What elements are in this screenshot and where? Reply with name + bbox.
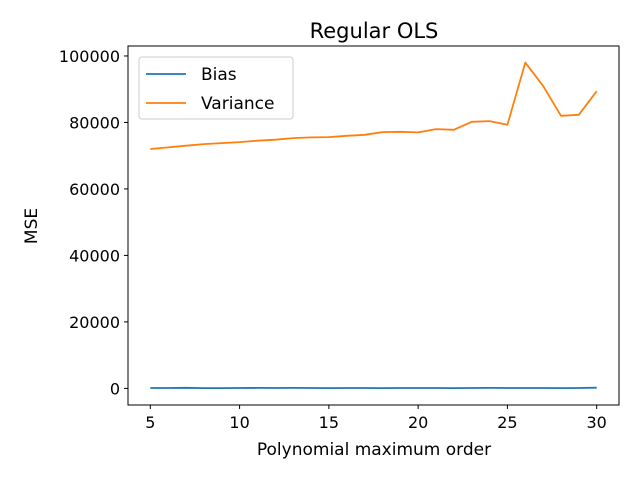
- y-axis: 0 20000 40000 60000 80000 100000: [59, 47, 128, 398]
- y-tick-label: 0: [110, 379, 120, 398]
- y-tick-label: 80000: [69, 113, 120, 132]
- x-tick-label: 5: [145, 413, 155, 432]
- x-tick-label: 15: [319, 413, 339, 432]
- x-tick-label: 25: [497, 413, 517, 432]
- chart-title: Regular OLS: [310, 19, 439, 43]
- series-layer: [150, 61, 598, 390]
- x-tick-label: 20: [408, 413, 428, 432]
- y-tick-label: 20000: [69, 313, 120, 332]
- x-tick-label: 30: [587, 413, 607, 432]
- legend-entries: Bias Variance: [146, 65, 274, 114]
- x-tick-label: 10: [229, 413, 249, 432]
- legend-label-variance: Variance: [201, 94, 274, 114]
- y-tick-label: 60000: [69, 180, 120, 199]
- x-axis-label: Polynomial maximum order: [257, 440, 491, 460]
- legend: Bias Variance: [138, 56, 294, 120]
- series-line-variance: [150, 61, 598, 150]
- y-axis-label: MSE: [22, 208, 42, 244]
- y-tick-label: 40000: [69, 246, 120, 265]
- legend-label-bias: Bias: [201, 65, 237, 85]
- plot-frame: [127, 45, 620, 406]
- x-axis: 5 10 15 20 25 30: [145, 405, 607, 432]
- y-tick-label: 100000: [59, 47, 120, 66]
